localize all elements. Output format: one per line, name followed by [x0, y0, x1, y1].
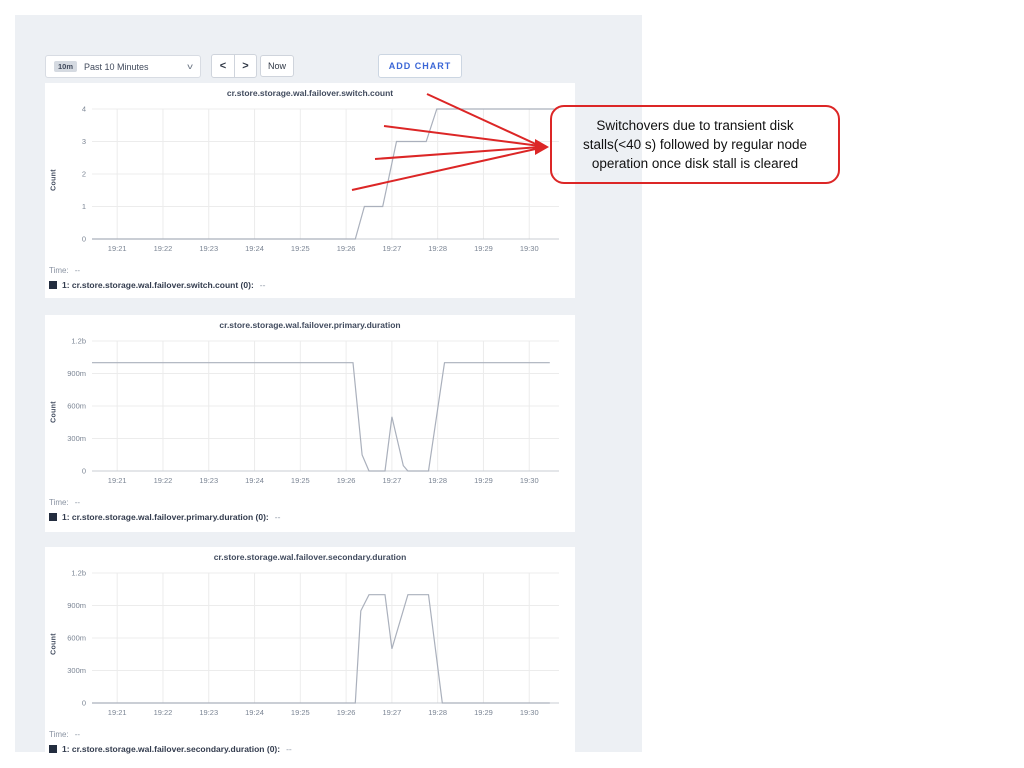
x-tick-label: 19:30 — [520, 244, 539, 253]
x-tick-label: 19:28 — [428, 708, 447, 717]
x-tick-label: 19:29 — [474, 476, 493, 485]
x-tick-label: 19:28 — [428, 244, 447, 253]
y-tick-label: 300m — [67, 434, 86, 443]
chart-card-secondary-duration: cr.store.storage.wal.failover.secondary.… — [45, 547, 575, 764]
legend-row[interactable]: 1: cr.store.storage.wal.failover.switch.… — [45, 280, 575, 290]
x-tick-label: 19:26 — [337, 708, 356, 717]
chart-card-primary-duration: cr.store.storage.wal.failover.primary.du… — [45, 315, 575, 532]
x-tick-label: 19:25 — [291, 244, 310, 253]
chart-title: cr.store.storage.wal.failover.switch.cou… — [226, 88, 394, 98]
y-tick-label: 0 — [82, 235, 86, 244]
x-tick-label: 19:29 — [474, 244, 493, 253]
x-tick-label: 19:24 — [245, 244, 264, 253]
prev-time-button[interactable]: < — [219, 60, 227, 72]
hover-time-readout: Time: -- — [45, 498, 575, 507]
next-time-button[interactable]: > — [234, 55, 256, 77]
chart-title: cr.store.storage.wal.failover.secondary.… — [213, 552, 407, 562]
x-tick-label: 19:27 — [382, 708, 401, 717]
x-tick-label: 19:29 — [474, 708, 493, 717]
data-line — [92, 594, 550, 704]
y-tick-label: 1.2b — [71, 569, 86, 578]
y-tick-label: 900m — [67, 601, 86, 610]
x-tick-label: 19:25 — [291, 476, 310, 485]
time-range-label: Past 10 Minutes — [84, 61, 149, 72]
series-swatch-icon — [49, 513, 57, 521]
x-tick-label: 19:22 — [154, 708, 173, 717]
series-label: 1: cr.store.storage.wal.failover.switch.… — [62, 280, 254, 290]
time-nav-group: < > — [211, 54, 257, 78]
y-tick-label: 300m — [67, 666, 86, 675]
data-line — [92, 362, 550, 472]
x-tick-label: 19:24 — [245, 476, 264, 485]
hover-time-readout: Time: -- — [45, 266, 575, 275]
y-axis-label: Count — [50, 633, 58, 655]
legend-row[interactable]: 1: cr.store.storage.wal.failover.seconda… — [45, 744, 575, 754]
legend-row[interactable]: 1: cr.store.storage.wal.failover.primary… — [45, 512, 575, 522]
x-tick-label: 19:27 — [382, 244, 401, 253]
metrics-panel: 10m Past 10 Minutes v < > Now ADD CHART … — [15, 15, 642, 764]
time-label: Time: — [49, 266, 69, 275]
time-value: -- — [74, 266, 81, 275]
time-range-badge: 10m — [54, 60, 78, 73]
y-axis-label: Count — [50, 401, 58, 423]
x-tick-label: 19:30 — [520, 708, 539, 717]
x-tick-label: 19:21 — [108, 476, 127, 485]
time-label: Time: — [49, 498, 69, 507]
x-tick-label: 19:25 — [291, 708, 310, 717]
now-button[interactable]: Now — [260, 55, 294, 77]
time-label: Time: — [49, 730, 69, 739]
x-tick-label: 19:23 — [199, 244, 218, 253]
x-tick-label: 19:30 — [520, 476, 539, 485]
annotation-callout: Switchovers due to transient disk stalls… — [550, 105, 840, 184]
y-tick-label: 1.2b — [71, 337, 86, 346]
x-tick-label: 19:26 — [337, 244, 356, 253]
x-tick-label: 19:21 — [108, 244, 127, 253]
series-label: 1: cr.store.storage.wal.failover.primary… — [62, 512, 269, 522]
series-label: 1: cr.store.storage.wal.failover.seconda… — [62, 744, 281, 754]
chart-plot-area[interactable]: 19:21 19:22 19:23 19:24 19:25 19:26 19:27 19:28… — [45, 329, 575, 495]
series-value: -- — [286, 744, 292, 754]
add-chart-button[interactable]: ADD CHART — [378, 54, 462, 78]
y-tick-label: 600m — [67, 634, 86, 643]
chart-plot-area[interactable]: 19:21 19:22 19:23 19:24 19:25 19:26 19:27 19:28… — [45, 561, 575, 727]
y-tick-label: 0 — [82, 699, 86, 708]
x-tick-label: 19:22 — [154, 244, 173, 253]
x-tick-label: 19:27 — [382, 476, 401, 485]
y-tick-label: 0 — [82, 467, 86, 476]
series-swatch-icon — [49, 745, 57, 753]
chart-title: cr.store.storage.wal.failover.primary.du… — [219, 320, 401, 330]
x-tick-label: 19:23 — [199, 476, 218, 485]
series-swatch-icon — [49, 281, 57, 289]
x-tick-label: 19:23 — [199, 708, 218, 717]
y-tick-label: 2 — [82, 170, 86, 179]
x-tick-label: 19:26 — [337, 476, 356, 485]
y-tick-label: 600m — [67, 402, 86, 411]
y-tick-label: 900m — [67, 369, 86, 378]
time-value: -- — [74, 498, 81, 507]
chart-plot-area[interactable]: 19:21 19:22 19:23 19:24 19:25 19:26 19:27 19:28… — [45, 97, 575, 263]
hover-time-readout: Time: -- — [45, 730, 575, 739]
x-tick-label: 19:24 — [245, 708, 264, 717]
series-value: -- — [274, 512, 281, 522]
y-tick-label: 1 — [82, 202, 86, 211]
time-range-dropdown[interactable]: 10m Past 10 Minutes v — [45, 55, 201, 78]
x-tick-label: 19:21 — [108, 708, 127, 717]
y-tick-label: 3 — [82, 137, 86, 146]
y-axis-label: Count — [50, 169, 58, 191]
x-tick-label: 19:28 — [428, 476, 447, 485]
chevron-down-icon: v — [187, 61, 193, 71]
series-value: -- — [259, 280, 266, 290]
y-tick-label: 4 — [82, 105, 86, 114]
x-tick-label: 19:22 — [154, 476, 173, 485]
time-value: -- — [74, 730, 81, 739]
chart-card-switch-count: cr.store.storage.wal.failover.switch.cou… — [45, 83, 575, 298]
